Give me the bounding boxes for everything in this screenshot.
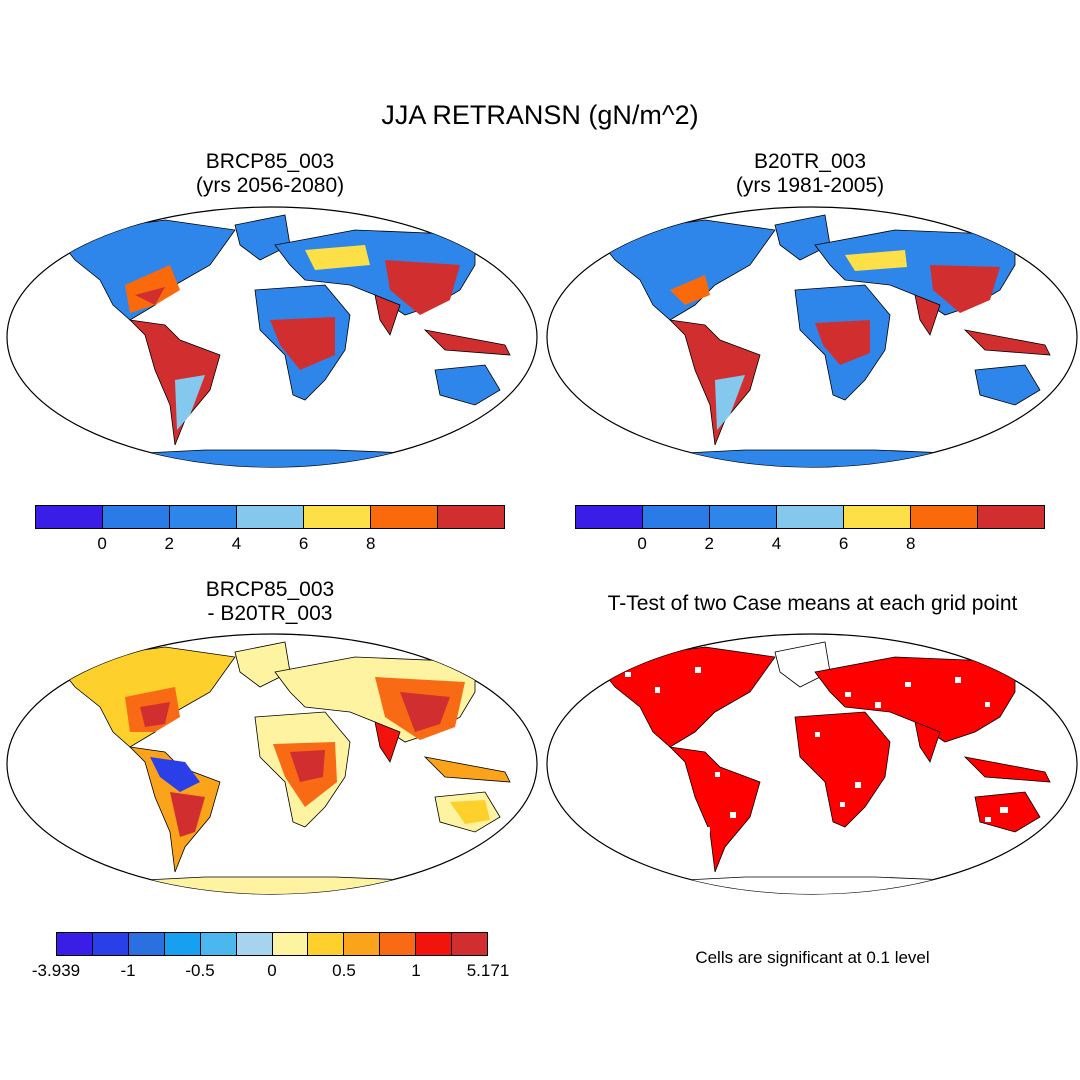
colorbar-tick-label: 2 xyxy=(704,534,715,553)
colorbar-tick-label: 0 xyxy=(97,534,107,553)
land-layer xyxy=(54,641,511,894)
colorbar-swatch xyxy=(308,933,345,955)
land-layer xyxy=(594,214,1051,467)
panel-title-line2: (yrs 2056-2080) xyxy=(195,174,345,197)
colorbar-tick-label: -0.5 xyxy=(185,961,215,980)
colorbar-brcp85-ticks: 0 2 4 6 8 xyxy=(35,534,505,554)
colorbar-swatch xyxy=(911,506,978,528)
colorbar-tick-label: 4 xyxy=(231,534,242,553)
panel-title-line1: BRCP85_003 xyxy=(205,578,335,601)
colorbar-tick-label: 6 xyxy=(838,534,849,553)
colorbar-swatch xyxy=(844,506,911,528)
panel-title-brcp85: BRCP85_003 (yrs 2056-2080) xyxy=(120,150,420,198)
colorbar-tick-label: 8 xyxy=(905,534,916,553)
colorbar-swatch xyxy=(36,506,103,528)
colorbar-swatch xyxy=(371,506,438,528)
panel-title-b20tr: B20TR_003 (yrs 1981-2005) xyxy=(660,150,960,198)
colorbar-tick-label: 4 xyxy=(771,534,782,553)
colorbar-b20tr-ticks: 0 2 4 6 8 xyxy=(575,534,1045,554)
colorbar-swatch xyxy=(103,506,170,528)
colorbar-swatch xyxy=(164,933,201,955)
significance-note: Cells are significant at 0.1 level xyxy=(695,948,930,967)
map-ttest xyxy=(546,633,1078,895)
colorbar-swatch xyxy=(304,506,371,528)
colorbar-tick-label: 0.5 xyxy=(332,961,356,980)
colorbar-tick-label: 0 xyxy=(637,534,647,553)
colorbar-diff xyxy=(56,932,488,956)
panel-title-ttest: T-Test of two Case means at each grid po… xyxy=(545,592,1080,616)
panel-title-line1: B20TR_003 xyxy=(753,150,867,173)
colorbar-tick-label: 0 xyxy=(267,961,277,980)
colorbar-swatch xyxy=(128,933,165,955)
colorbar-swatch xyxy=(170,506,237,528)
panel-title-diff: BRCP85_003 - B20TR_003 xyxy=(120,578,420,626)
colorbar-tick-label: 1 xyxy=(411,961,421,980)
colorbar-swatch xyxy=(416,933,453,955)
panel-title-line1: BRCP85_003 xyxy=(205,150,335,173)
map-diff xyxy=(6,633,538,895)
colorbar-swatch xyxy=(978,506,1044,528)
colorbar-swatch xyxy=(344,933,381,955)
colorbar-swatch xyxy=(92,933,129,955)
colorbar-tick-label: 2 xyxy=(164,534,175,553)
colorbar-swatch xyxy=(272,933,309,955)
colorbar-tick-label: 8 xyxy=(365,534,376,553)
colorbar-swatch xyxy=(237,506,304,528)
colorbar-diff-ticks: -3.939 -1 -0.5 0 0.5 1 5.171 xyxy=(32,961,509,981)
colorbar-swatch xyxy=(777,506,844,528)
colorbar-swatch xyxy=(200,933,237,955)
map-brcp85 xyxy=(6,206,538,468)
colorbar-tick-label: 6 xyxy=(298,534,309,553)
colorbar-swatch xyxy=(236,933,273,955)
colorbar-brcp85 xyxy=(35,505,505,529)
non-significant-speckle xyxy=(625,667,1008,833)
panel-title-line2: (yrs 1981-2005) xyxy=(735,174,885,197)
colorbar-tick-label: -1 xyxy=(120,961,136,980)
map-b20tr xyxy=(546,206,1078,468)
colorbar-swatch xyxy=(438,506,504,528)
colorbar-swatch xyxy=(576,506,643,528)
panel-title-line1: T-Test of two Case means at each grid po… xyxy=(607,592,1018,615)
colorbar-b20tr xyxy=(575,505,1045,529)
colorbar-tick-label: 5.171 xyxy=(466,961,510,980)
colorbar-tick-label: -3.939 xyxy=(31,961,81,980)
colorbar-swatch xyxy=(57,933,93,955)
colorbar-swatch xyxy=(643,506,710,528)
colorbar-swatch xyxy=(710,506,777,528)
panel-title-line2: - B20TR_003 xyxy=(207,602,333,625)
colorbar-swatch xyxy=(452,933,488,955)
colorbar-swatch xyxy=(380,933,417,955)
figure-title: JJA RETRANSN (gN/m^2) xyxy=(381,100,699,130)
